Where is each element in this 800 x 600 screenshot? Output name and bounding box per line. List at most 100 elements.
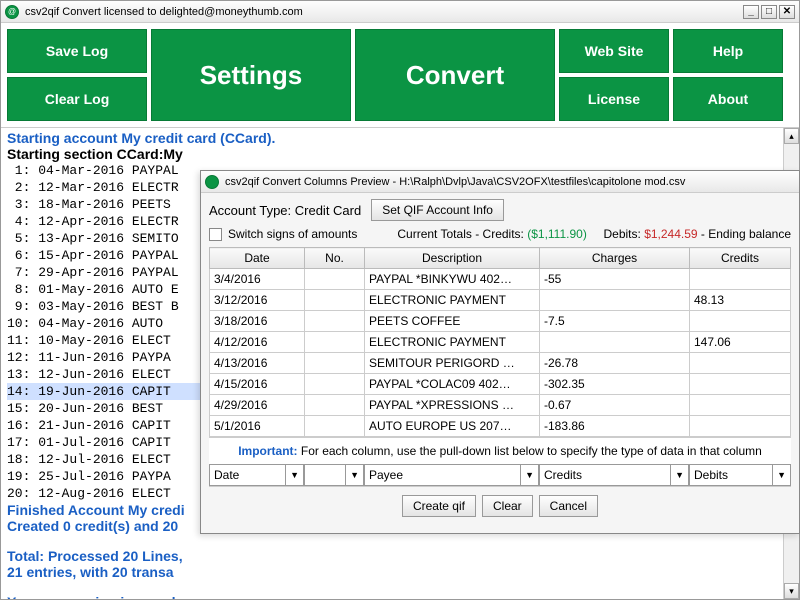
table-row[interactable]: 4/12/2016 ELECTRONIC PAYMENT 147.06 <box>210 332 791 353</box>
table-cell <box>540 290 690 311</box>
column-type-dropdowns: Date▼▼Payee▼Credits▼Debits▼ <box>209 464 791 486</box>
clear-button[interactable]: Clear <box>482 495 533 517</box>
ending-label: - Ending balance <box>701 227 791 241</box>
about-button[interactable]: About <box>673 77 783 121</box>
table-cell: -55 <box>540 269 690 290</box>
table-row[interactable]: 4/29/2016 PAYPAL *XPRESSIONS …-0.67 <box>210 395 791 416</box>
table-cell: 48.13 <box>690 290 791 311</box>
log-starting-account: Starting account My credit card (CCard). <box>7 130 793 146</box>
column-header-no[interactable]: No. <box>305 248 365 269</box>
table-cell: -302.35 <box>540 374 690 395</box>
column-header-charges[interactable]: Charges <box>540 248 690 269</box>
log-entries: 21 entries, with 20 transa <box>7 564 793 580</box>
dropdown-value: Date <box>214 468 239 482</box>
convert-button[interactable]: Convert <box>355 29 555 121</box>
table-cell <box>305 353 365 374</box>
minimize-button[interactable]: _ <box>743 5 759 19</box>
table-cell: 147.06 <box>690 332 791 353</box>
scroll-down-icon[interactable]: ▾ <box>784 583 799 599</box>
table-cell <box>690 311 791 332</box>
website-button[interactable]: Web Site <box>559 29 669 73</box>
maximize-button[interactable]: □ <box>761 5 777 19</box>
create-qif-button[interactable]: Create qif <box>402 495 476 517</box>
preview-table: DateNo.DescriptionChargesCredits 3/4/201… <box>209 247 791 437</box>
table-cell: SEMITOUR PERIGORD … <box>365 353 540 374</box>
preview-title-text: csv2qif Convert Columns Preview - H:\Ral… <box>225 176 685 188</box>
app-icon: @ <box>5 5 19 19</box>
table-cell: -26.78 <box>540 353 690 374</box>
totals-block: Current Totals - Credits: ($1,111.90) De… <box>397 227 791 241</box>
table-cell: ELECTRONIC PAYMENT <box>365 332 540 353</box>
switch-signs-label: Switch signs of amounts <box>228 227 357 241</box>
set-qif-button[interactable]: Set QIF Account Info <box>371 199 504 221</box>
table-cell <box>305 395 365 416</box>
table-cell <box>305 269 365 290</box>
scroll-up-icon[interactable]: ▴ <box>784 128 799 144</box>
column-header-date[interactable]: Date <box>210 248 305 269</box>
column-type-dropdown[interactable]: Date ▼ <box>209 464 304 486</box>
column-header-description[interactable]: Description <box>365 248 540 269</box>
cancel-button[interactable]: Cancel <box>539 495 598 517</box>
table-cell <box>540 332 690 353</box>
dropdown-value: Credits <box>544 468 582 482</box>
table-cell: 4/12/2016 <box>210 332 305 353</box>
table-cell <box>305 416 365 437</box>
table-cell <box>690 416 791 437</box>
table-cell: -0.67 <box>540 395 690 416</box>
table-cell <box>690 395 791 416</box>
toolbar: Save Log Settings Convert Web Site Help … <box>1 23 799 127</box>
preview-titlebar: csv2qif Convert Columns Preview - H:\Ral… <box>201 171 799 193</box>
table-cell <box>690 374 791 395</box>
log-starting-section: Starting section CCard:My <box>7 146 793 162</box>
table-cell: 5/1/2016 <box>210 416 305 437</box>
settings-button[interactable]: Settings <box>151 29 351 121</box>
table-cell: 3/12/2016 <box>210 290 305 311</box>
log-total: Total: Processed 20 Lines, <box>7 548 793 564</box>
table-cell <box>305 290 365 311</box>
debits-label: Debits: <box>604 227 645 241</box>
switch-signs-checkbox[interactable] <box>209 228 222 241</box>
important-label: Important: <box>238 444 297 458</box>
credits-value: ($1,111.90) <box>527 227 587 241</box>
column-type-dropdown[interactable]: Credits▼ <box>539 464 689 486</box>
preview-app-icon <box>205 175 219 189</box>
table-row[interactable]: 4/13/2016SEMITOUR PERIGORD …-26.78 <box>210 353 791 374</box>
table-cell: PAYPAL *COLAC09 402… <box>365 374 540 395</box>
table-cell: 4/15/2016 <box>210 374 305 395</box>
column-type-dropdown[interactable]: Payee▼ <box>364 464 539 486</box>
table-cell <box>305 311 365 332</box>
important-text: For each column, use the pull-down list … <box>298 444 762 458</box>
clear-log-button[interactable]: Clear Log <box>7 77 147 121</box>
license-button[interactable]: License <box>559 77 669 121</box>
table-cell: 3/4/2016 <box>210 269 305 290</box>
table-cell: 3/18/2016 <box>210 311 305 332</box>
table-row[interactable]: 4/15/2016 PAYPAL *COLAC09 402…-302.35 <box>210 374 791 395</box>
table-cell: PAYPAL *XPRESSIONS … <box>365 395 540 416</box>
column-header-credits[interactable]: Credits <box>690 248 791 269</box>
table-cell: PAYPAL *BINKYWU 402… <box>365 269 540 290</box>
table-cell: 4/29/2016 <box>210 395 305 416</box>
main-title-text: csv2qif Convert licensed to delighted@mo… <box>25 6 303 18</box>
main-titlebar: @ csv2qif Convert licensed to delighted@… <box>1 1 799 23</box>
preview-dialog: csv2qif Convert Columns Preview - H:\Ral… <box>200 170 800 534</box>
table-row[interactable]: 3/4/2016 PAYPAL *BINKYWU 402…-55 <box>210 269 791 290</box>
dropdown-value: Debits <box>694 468 728 482</box>
column-type-dropdown[interactable]: ▼ <box>304 464 364 486</box>
chevron-down-icon: ▼ <box>345 465 359 485</box>
save-log-button[interactable]: Save Log <box>7 29 147 73</box>
dropdown-value: Payee <box>369 468 403 482</box>
table-row[interactable]: 3/18/2016PEETS COFFEE-7.5 <box>210 311 791 332</box>
table-row[interactable]: 3/12/2016 ELECTRONIC PAYMENT 48.13 <box>210 290 791 311</box>
table-cell: ELECTRONIC PAYMENT <box>365 290 540 311</box>
column-type-dropdown[interactable]: Debits▼ <box>689 464 791 486</box>
table-row[interactable]: 5/1/2016AUTO EUROPE US 207…-183.86 <box>210 416 791 437</box>
close-button[interactable]: ✕ <box>779 5 795 19</box>
help-button[interactable]: Help <box>673 29 783 73</box>
table-cell: -7.5 <box>540 311 690 332</box>
totals-label: Current Totals - <box>397 227 482 241</box>
debits-value: $1,244.59 <box>644 227 697 241</box>
chevron-down-icon: ▼ <box>285 465 299 485</box>
account-type-label: Account Type: Credit Card <box>209 203 361 218</box>
table-cell <box>305 332 365 353</box>
table-cell <box>690 353 791 374</box>
